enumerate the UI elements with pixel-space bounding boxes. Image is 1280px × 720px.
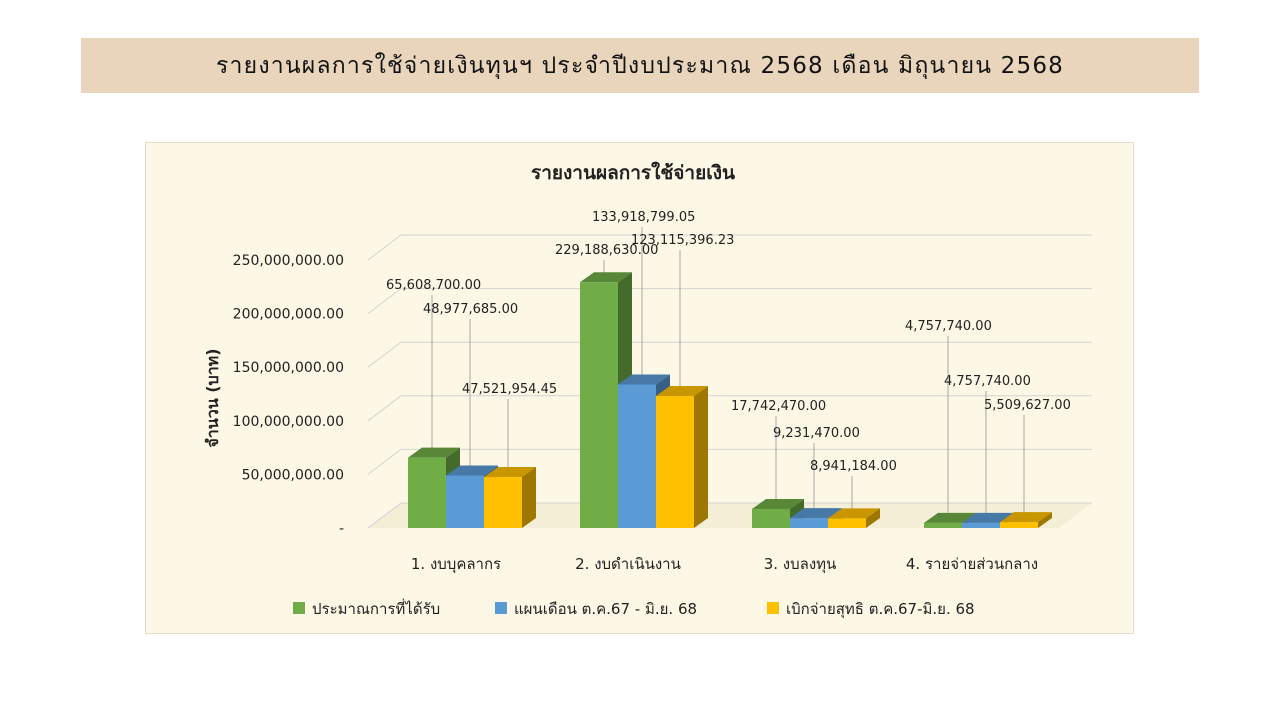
data-label: 4,757,740.00 <box>944 374 1031 389</box>
bar-top <box>828 508 880 519</box>
label-leader-lines <box>431 227 1025 518</box>
bar-top <box>656 386 708 397</box>
y-tick-label: 50,000,000.00 <box>242 467 344 483</box>
data-label: 229,188,630.00 <box>555 243 658 258</box>
chart-walls <box>368 503 1092 528</box>
chart-text: - 50,000,000.00 100,000,000.00 150,000,000.… <box>203 161 1071 619</box>
data-label: 8,941,184.00 <box>810 459 897 474</box>
x-tick-label: 4. รายจ่ายส่วนกลาง <box>906 555 1038 573</box>
legend-swatch <box>495 602 507 614</box>
data-label: 48,977,685.00 <box>423 302 518 317</box>
bar-front <box>1000 522 1038 528</box>
bar-top <box>618 374 670 385</box>
x-tick-label: 3. งบลงทุน <box>764 555 837 574</box>
bar-side <box>866 508 880 528</box>
bar-top <box>924 512 976 523</box>
legend-label: ประมาณการที่ได้รับ <box>312 598 440 618</box>
data-label: 123,115,396.23 <box>631 233 734 248</box>
y-tick-label: 250,000,000.00 <box>233 253 344 269</box>
bar-side <box>694 386 708 528</box>
bar-top <box>962 512 1014 523</box>
gridline <box>367 448 1092 475</box>
bar-top <box>752 498 804 509</box>
gridline <box>367 341 1092 368</box>
bar-top <box>1000 512 1052 523</box>
page-title-banner: รายงานผลการใช้จ่ายเงินทุนฯ ประจำปีงบประม… <box>81 38 1199 93</box>
data-label: 65,608,700.00 <box>386 278 481 293</box>
gridline <box>367 502 1092 529</box>
bar-top <box>484 467 536 478</box>
bar-front <box>408 457 446 528</box>
bar-front <box>446 475 484 528</box>
data-label: 9,231,470.00 <box>773 426 860 441</box>
bar-top <box>408 447 460 458</box>
page-title: รายงานผลการใช้จ่ายเงินทุนฯ ประจำปีงบประม… <box>215 52 1065 79</box>
bar-top <box>790 508 842 519</box>
bar-front <box>752 508 790 528</box>
chart-title: รายงานผลการใช้จ่ายเงิน <box>531 161 735 184</box>
bar-side <box>522 467 536 528</box>
gridline <box>367 288 1092 314</box>
y-tick-label: 100,000,000.00 <box>233 414 344 430</box>
chart-gridlines <box>367 234 1092 529</box>
data-label: 5,509,627.00 <box>984 398 1071 413</box>
y-axis-label: จำนวน (บาท) <box>203 348 222 447</box>
chart-panel: - 50,000,000.00 100,000,000.00 150,000,000.… <box>145 142 1134 634</box>
bar-front <box>484 477 522 528</box>
bar-top <box>446 465 498 476</box>
x-tick-label: 2. งบดำเนินงาน <box>575 555 681 573</box>
legend-label: เบิกจ่ายสุทธิ ต.ค.67-มิ.ย. 68 <box>786 600 975 619</box>
bar-front <box>656 396 694 528</box>
gridline <box>367 234 1092 261</box>
y-tick-label: 150,000,000.00 <box>233 360 344 376</box>
y-tick-label: 200,000,000.00 <box>233 307 344 323</box>
gridline <box>367 395 1092 422</box>
bar-top <box>580 272 632 283</box>
bar-front <box>790 518 828 528</box>
x-tick-label: 1. งบบุคลากร <box>411 555 501 574</box>
y-tick-label: - <box>339 521 344 537</box>
legend-swatch <box>767 602 779 614</box>
legend-swatch <box>293 602 305 614</box>
bar-front <box>924 522 962 528</box>
bar-front <box>828 518 866 528</box>
data-label: 47,521,954.45 <box>462 382 557 397</box>
data-label: 17,742,470.00 <box>731 399 826 414</box>
bar-front <box>618 384 656 528</box>
data-label: 133,918,799.05 <box>592 210 695 225</box>
bar-chart: - 50,000,000.00 100,000,000.00 150,000,000.… <box>203 161 1092 619</box>
data-label: 4,757,740.00 <box>905 319 992 334</box>
chart-floor <box>368 503 1092 528</box>
chart-bars <box>408 272 1052 528</box>
bar-front <box>580 282 618 528</box>
bar-side <box>1038 512 1052 528</box>
legend-label: แผนเดือน ต.ค.67 - มิ.ย. 68 <box>514 600 697 618</box>
bar-front <box>962 522 1000 528</box>
